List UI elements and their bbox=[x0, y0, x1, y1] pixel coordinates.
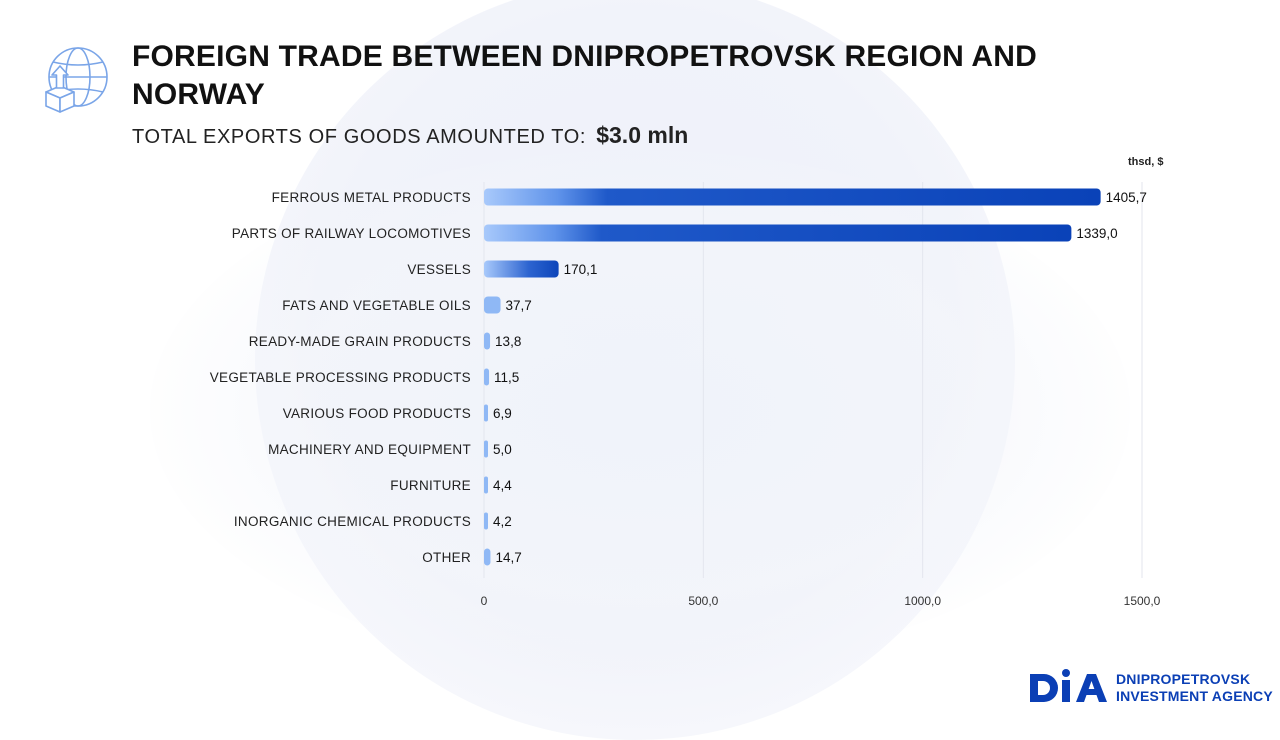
value-label: 170,1 bbox=[564, 262, 598, 277]
value-label: 1405,7 bbox=[1106, 190, 1147, 205]
value-label: 6,9 bbox=[493, 406, 512, 421]
value-label: 4,2 bbox=[493, 514, 512, 529]
bar bbox=[484, 476, 488, 494]
bar bbox=[484, 512, 488, 530]
dia-logo-line1: DNIPROPETROVSK bbox=[1116, 671, 1251, 687]
bar bbox=[484, 368, 490, 386]
category-label: OTHER bbox=[422, 550, 471, 565]
category-label: PARTS OF RAILWAY LOCOMOTIVES bbox=[232, 226, 471, 241]
x-tick-label: 0 bbox=[481, 594, 488, 608]
value-label: 14,7 bbox=[495, 550, 521, 565]
x-tick-label: 1500,0 bbox=[1124, 594, 1161, 608]
category-label: INORGANIC CHEMICAL PRODUCTS bbox=[234, 514, 471, 529]
bar bbox=[484, 224, 1072, 242]
category-label: READY-MADE GRAIN PRODUCTS bbox=[249, 334, 471, 349]
bar-chart: FERROUS METAL PRODUCTS 1405,7 PARTS OF RAI… bbox=[210, 182, 1161, 608]
bar bbox=[484, 260, 559, 278]
value-label: 11,5 bbox=[494, 370, 519, 385]
page-title: FOREIGN TRADE BETWEEN DNIPROPETROVSK REG… bbox=[132, 40, 1038, 111]
subtitle-amount: $3.0 mln bbox=[596, 122, 689, 148]
value-label: 1339,0 bbox=[1076, 226, 1117, 241]
category-label: VEGETABLE PROCESSING PRODUCTS bbox=[210, 370, 471, 385]
x-tick-label: 500,0 bbox=[688, 594, 718, 608]
bar bbox=[484, 188, 1101, 206]
value-label: 4,4 bbox=[493, 478, 512, 493]
dia-logo-text: DNIPROPETROVSK INVESTMENT AGENCY bbox=[1116, 671, 1273, 705]
bar bbox=[484, 404, 488, 422]
dia-logo: DNIPROPETROVSK INVESTMENT AGENCY bbox=[1030, 668, 1273, 708]
subtitle: TOTAL EXPORTS OF GOODS AMOUNTED TO: $3.0… bbox=[132, 120, 688, 152]
bar bbox=[484, 440, 488, 458]
subtitle-prefix: TOTAL EXPORTS OF GOODS AMOUNTED TO: bbox=[132, 126, 587, 148]
bar bbox=[484, 548, 491, 566]
category-label: VESSELS bbox=[407, 262, 471, 277]
unit-label: thsd, $ bbox=[1128, 156, 1164, 168]
bar bbox=[484, 332, 491, 350]
value-label: 37,7 bbox=[506, 298, 532, 313]
category-label: FATS AND VEGETABLE OILS bbox=[282, 298, 471, 313]
category-label: VARIOUS FOOD PRODUCTS bbox=[283, 406, 471, 421]
value-label: 13,8 bbox=[495, 334, 521, 349]
category-label: MACHINERY AND EQUIPMENT bbox=[268, 442, 471, 457]
bar bbox=[484, 296, 501, 314]
category-label: FERROUS METAL PRODUCTS bbox=[272, 190, 471, 205]
category-label: FURNITURE bbox=[390, 478, 471, 493]
dia-logo-line2: INVESTMENT AGENCY bbox=[1116, 688, 1273, 704]
value-label: 5,0 bbox=[493, 442, 512, 457]
globe-export-icon bbox=[45, 47, 108, 113]
x-tick-label: 1000,0 bbox=[904, 594, 941, 608]
dia-logo-mark bbox=[1030, 669, 1107, 702]
